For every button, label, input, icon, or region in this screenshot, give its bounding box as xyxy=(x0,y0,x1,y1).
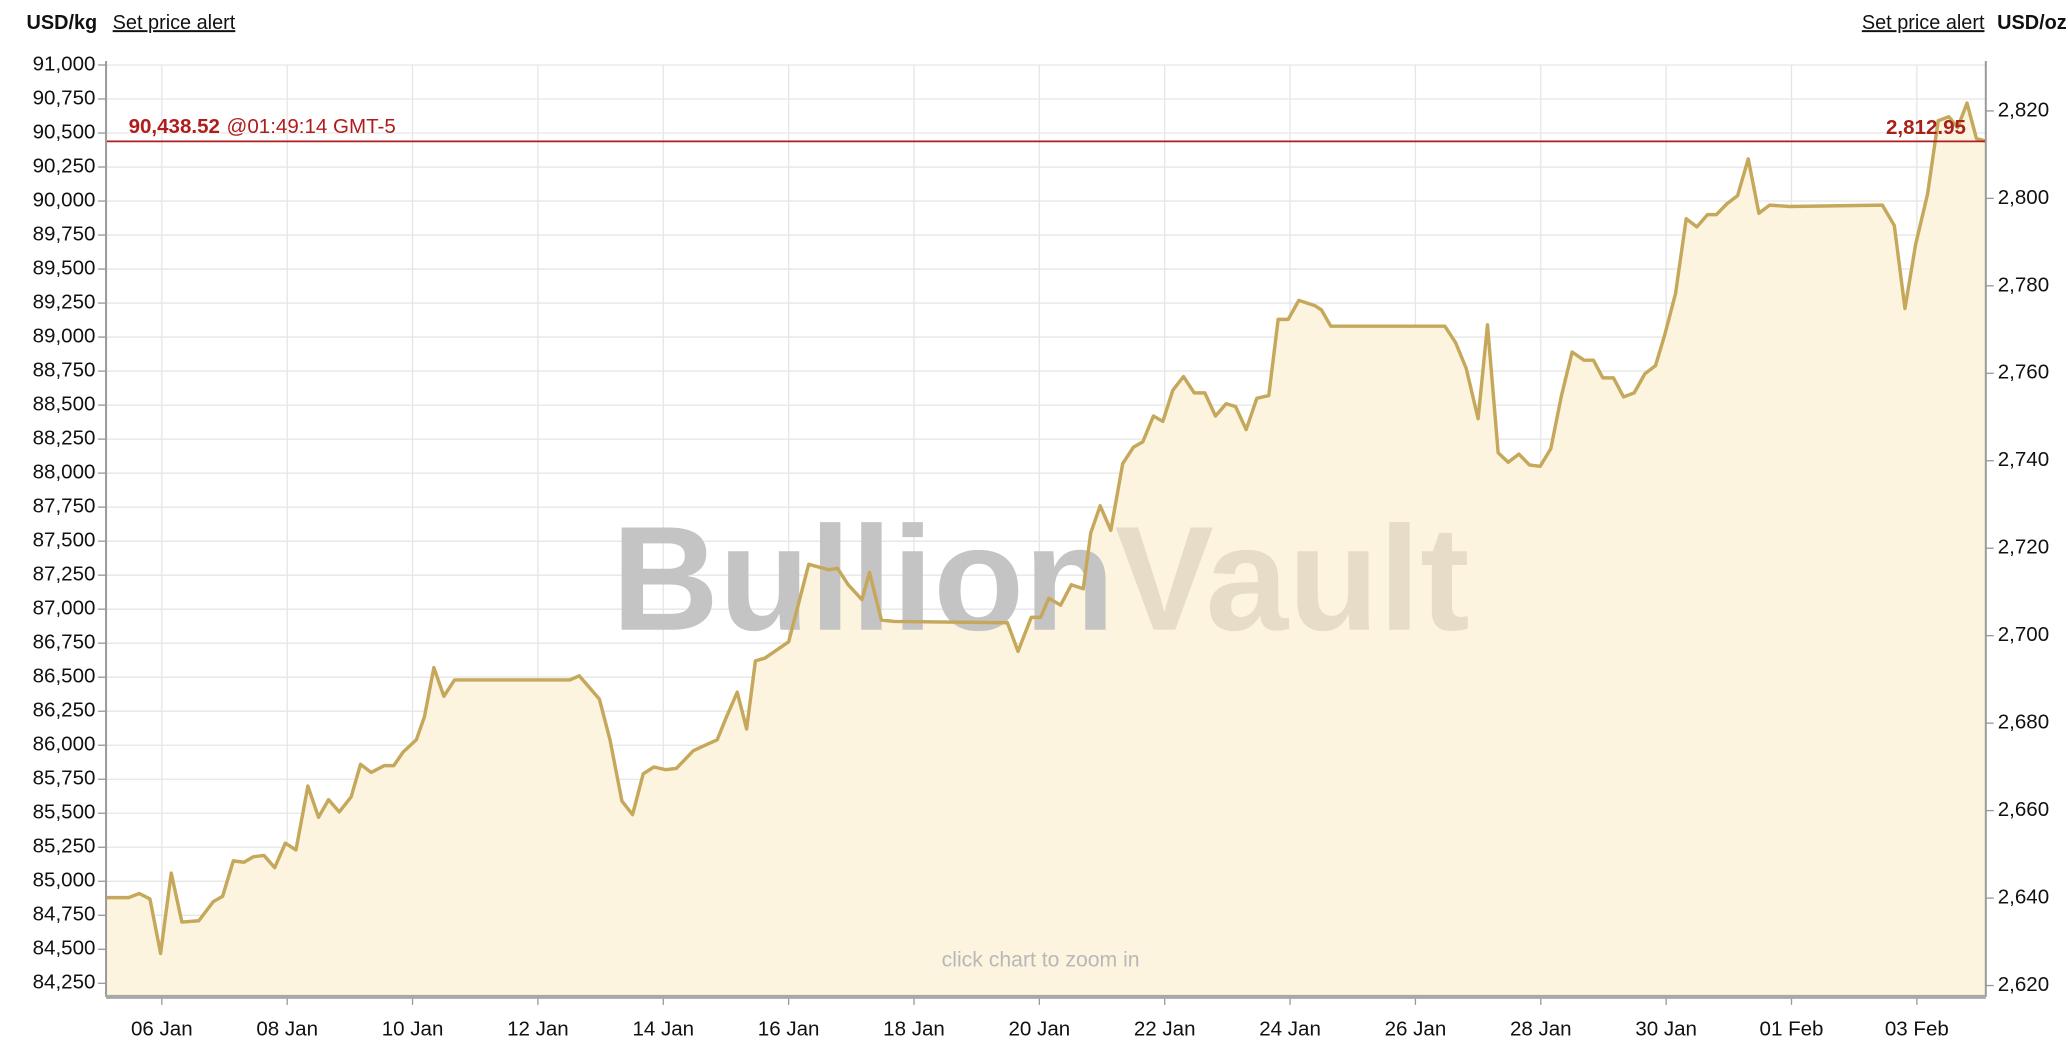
x-tick-label: 24 Jan xyxy=(1259,1017,1321,1040)
set-price-alert-left[interactable]: Set price alert xyxy=(113,12,236,34)
y2-tick-label: 2,760 xyxy=(1998,361,2049,384)
y-tick-label: 86,500 xyxy=(33,665,96,688)
right-unit: USD/oz xyxy=(1997,12,2067,34)
x-tick-label: 06 Jan xyxy=(131,1017,193,1040)
left-unit: USD/kg xyxy=(27,12,98,34)
x-tick-label: 22 Jan xyxy=(1134,1017,1196,1040)
y-tick-label: 87,250 xyxy=(33,563,96,586)
watermark-bullion: Bullion xyxy=(612,497,1115,662)
mark-layer: 06 Jan 08 Jan 10 Jan 12 Jan 14 Jan 16 Jan 18 J… xyxy=(33,52,2049,1040)
current-price-label: 90,438.52 @01:49:14 GMT-5 xyxy=(129,116,396,139)
zoom-hint: click chart to zoom in xyxy=(942,949,1140,972)
y-tick-label: 85,750 xyxy=(33,767,96,790)
y-tick-label: 88,500 xyxy=(33,393,96,416)
price-line xyxy=(106,101,1987,956)
y-tick-label: 85,000 xyxy=(33,869,96,892)
x-tick-label: 14 Jan xyxy=(632,1017,694,1040)
y2-tick-label: 2,700 xyxy=(1998,623,2049,646)
y-tick-label: 90,000 xyxy=(33,188,96,211)
y-tick-label: 87,000 xyxy=(33,597,96,620)
y2-tick-label: 2,680 xyxy=(1998,711,2049,734)
y2-tick-label: 2,740 xyxy=(1998,448,2049,471)
current-price-oz: 2,812.95 xyxy=(1886,116,1966,139)
y-tick-label: 85,500 xyxy=(33,801,96,824)
y-tick-label: 90,750 xyxy=(33,86,96,109)
y-tick-label: 89,000 xyxy=(33,325,96,348)
y-tick-label: 85,250 xyxy=(33,835,96,858)
watermark: BullionVault xyxy=(612,497,1470,662)
x-tick-label: 16 Jan xyxy=(758,1017,820,1040)
x-tick-label: 18 Jan xyxy=(883,1017,945,1040)
y-tick-label: 88,250 xyxy=(33,427,96,450)
x-tick-label: 10 Jan xyxy=(382,1017,444,1040)
y-tick-label: 90,250 xyxy=(33,154,96,177)
y2-tick-label: 2,640 xyxy=(1998,886,2049,909)
y-tick-label: 91,000 xyxy=(33,52,96,75)
current-price-value: 90,438.52 xyxy=(129,116,220,139)
y-tick-label: 89,750 xyxy=(33,222,96,245)
set-price-alert-right[interactable]: Set price alert xyxy=(1862,12,1985,34)
y-tick-label: 87,500 xyxy=(33,529,96,552)
x-tick-label: 30 Jan xyxy=(1635,1017,1697,1040)
x-tick-label: 12 Jan xyxy=(507,1017,569,1040)
y-tick-label: 84,500 xyxy=(33,937,96,960)
y-tick-label: 84,750 xyxy=(33,903,96,926)
y2-tick-label: 2,620 xyxy=(1998,973,2049,996)
x-tick-label: 03 Feb xyxy=(1885,1017,1949,1040)
x-tick-label: 26 Jan xyxy=(1385,1017,1447,1040)
y2-tick-label: 2,780 xyxy=(1998,273,2049,296)
y-tick-label: 86,750 xyxy=(33,631,96,654)
y-tick-label: 88,000 xyxy=(33,461,96,484)
plot-layer xyxy=(106,64,1986,997)
y2-tick-label: 2,820 xyxy=(1998,98,2049,121)
y-tick-label: 84,250 xyxy=(33,971,96,994)
y2-tick-label: 2,720 xyxy=(1998,536,2049,559)
y2-tick-label: 2,800 xyxy=(1998,186,2049,209)
y-tick-label: 90,500 xyxy=(33,120,96,143)
x-tick-label: 28 Jan xyxy=(1510,1017,1572,1040)
area-fill xyxy=(106,103,1986,997)
y-tick-label: 87,750 xyxy=(33,495,96,518)
y-tick-label: 89,500 xyxy=(33,256,96,279)
y-tick-label: 86,000 xyxy=(33,733,96,756)
x-tick-label: 01 Feb xyxy=(1760,1017,1824,1040)
watermark-vault: Vault xyxy=(1115,497,1470,662)
y-tick-label: 88,750 xyxy=(33,359,96,382)
x-tick-label: 20 Jan xyxy=(1009,1017,1071,1040)
y-tick-label: 89,250 xyxy=(33,290,96,313)
x-tick-label: 08 Jan xyxy=(256,1017,318,1040)
current-price-time: @01:49:14 GMT-5 xyxy=(227,116,396,139)
y2-tick-label: 2,660 xyxy=(1998,798,2049,821)
y-tick-label: 86,250 xyxy=(33,699,96,722)
